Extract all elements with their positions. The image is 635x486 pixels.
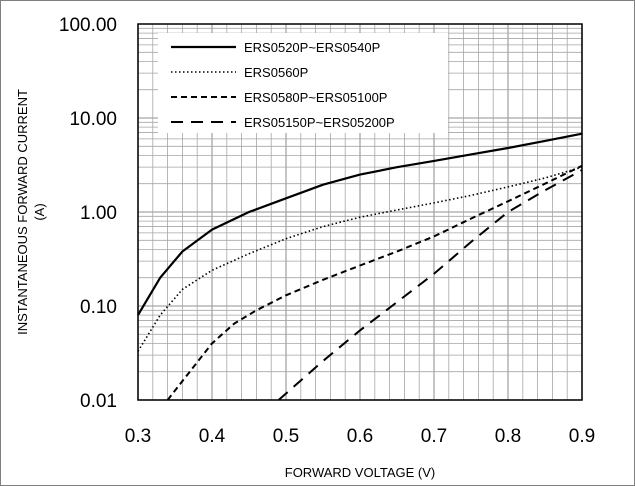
x-tick-label: 0.7 (421, 426, 447, 447)
y-tick-label: 0.01 (80, 391, 117, 412)
y-tick-label: 1.00 (80, 203, 117, 224)
y-tick-label: 0.10 (80, 297, 117, 318)
series-line-3 (166, 164, 583, 401)
plot-area-border (137, 23, 583, 401)
series-line-1 (137, 132, 583, 316)
x-axis-title: FORWARD VOLTAGE (V) (285, 465, 435, 480)
x-tick-label: 0.8 (495, 426, 521, 447)
legend-label-4: ERS05150P~ERS05200P (244, 115, 395, 130)
x-tick-label: 0.3 (125, 426, 151, 447)
y-axis-unit: (A) (32, 203, 47, 220)
y-axis-ticks: 0.01 0.10 1.00 10.00 100.00 (59, 15, 117, 412)
y-axis-title: INSTANTANEOUS FORWARD CURRENT (15, 89, 30, 335)
x-tick-label: 0.4 (199, 426, 226, 447)
x-tick-label: 0.6 (347, 426, 373, 447)
legend-label-1: ERS0520P~ERS0540P (244, 40, 380, 55)
legend-box (158, 33, 448, 133)
series-line-4 (277, 169, 583, 401)
x-tick-label: 0.5 (273, 426, 299, 447)
legend-label-3: ERS0580P~ERS05100P (244, 90, 387, 105)
series-lines (137, 132, 583, 401)
x-axis-ticks: 0.3 0.4 0.5 0.6 0.7 0.8 0.9 (125, 426, 595, 447)
y-tick-label: 10.00 (69, 109, 117, 130)
y-tick-label: 100.00 (59, 15, 117, 36)
x-tick-label: 0.9 (569, 426, 595, 447)
legend: ERS0520P~ERS0540P ERS0560P ERS0580P~ERS051… (158, 33, 448, 133)
legend-label-2: ERS0560P (244, 65, 308, 80)
